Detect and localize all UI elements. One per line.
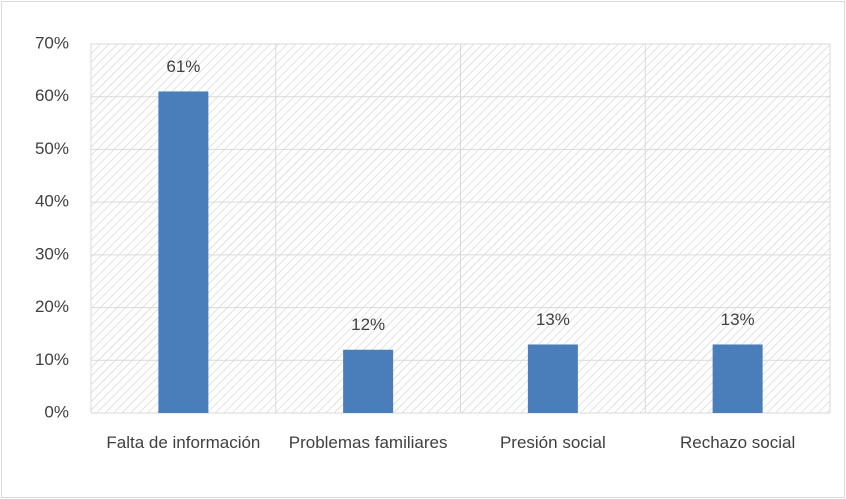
bar bbox=[158, 91, 209, 413]
bar bbox=[712, 344, 763, 413]
data-label: 61% bbox=[166, 57, 200, 76]
x-tick-label: Presión social bbox=[499, 433, 606, 452]
bar bbox=[343, 349, 394, 413]
y-tick-label: 70% bbox=[35, 33, 69, 52]
y-tick-label: 50% bbox=[35, 139, 69, 158]
y-tick-label: 30% bbox=[35, 244, 69, 263]
x-tick-label: Problemas familiares bbox=[288, 433, 448, 452]
bar bbox=[527, 344, 578, 413]
y-tick-label: 40% bbox=[35, 192, 69, 211]
y-tick-label: 20% bbox=[35, 297, 69, 316]
data-label: 13% bbox=[536, 310, 570, 329]
data-label: 12% bbox=[351, 315, 385, 334]
data-label: 13% bbox=[721, 310, 755, 329]
y-tick-label: 10% bbox=[35, 350, 69, 369]
x-tick-label: Rechazo social bbox=[679, 433, 796, 452]
y-tick-label: 0% bbox=[44, 402, 69, 421]
x-tick-label: Falta de información bbox=[106, 433, 261, 452]
y-tick-label: 60% bbox=[35, 86, 69, 105]
